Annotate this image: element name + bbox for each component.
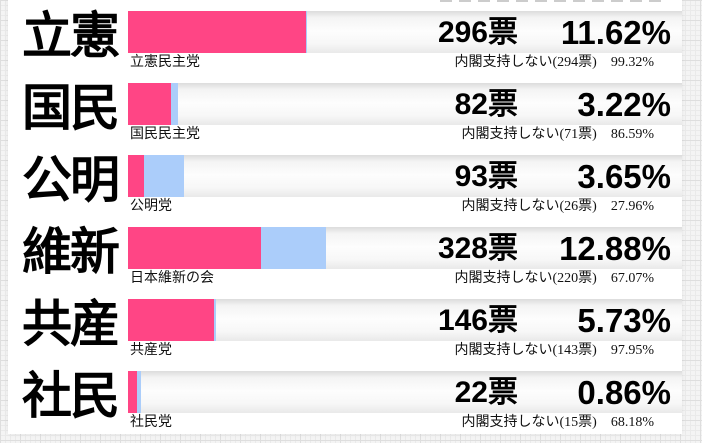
bar-area: 328票 12.88% 日本維新の会 内閣支持しない(220票) 67.07%: [128, 227, 682, 289]
share-percentage-label: 11.62%: [560, 14, 671, 51]
bar-segment-nonsupport: [128, 155, 144, 197]
party-row: 維新 328票 12.88% 日本維新の会 内閣支持しない(220票) 67.0…: [8, 227, 682, 299]
bar-segment-other: [143, 155, 185, 197]
bar-area: 93票 3.65% 公明党 内閣支持しない(26票) 27.96%: [128, 155, 682, 217]
party-full-name: 公明党: [130, 199, 172, 214]
votes-label: 93票: [454, 160, 518, 193]
share-percentage-label: 3.22%: [577, 86, 671, 123]
nonsupport-detail: 内閣支持しない(294票) 99.32%: [454, 55, 655, 70]
bar-segment-other: [305, 11, 307, 53]
votes-label: 296票: [437, 16, 518, 49]
party-full-name: 立憲民主党: [130, 55, 200, 70]
bar-segment-other: [260, 227, 327, 269]
bar-track: 296票 11.62%: [128, 11, 682, 53]
bar-segment-nonsupport: [128, 11, 306, 53]
share-percentage-label: 5.73%: [577, 302, 671, 339]
votes-label: 146票: [437, 304, 518, 337]
bar-segment-nonsupport: [128, 371, 138, 413]
bar-caption: 公明党 内閣支持しない(26票) 27.96%: [128, 197, 682, 217]
bar-area: 146票 5.73% 共産党 内閣支持しない(143票) 97.95%: [128, 299, 682, 361]
bar-caption: 共産党 内閣支持しない(143票) 97.95%: [128, 341, 682, 361]
bar-caption: 日本維新の会 内閣支持しない(220票) 67.07%: [128, 269, 682, 289]
poll-results-page: { "colors": { "nonsupport_bar": "#ff4585…: [0, 0, 702, 434]
bar-segment-nonsupport: [128, 299, 215, 341]
nonsupport-detail: 内閣支持しない(15票) 68.18%: [461, 415, 655, 430]
bar-segment-other: [214, 299, 217, 341]
party-row: 立憲 296票 11.62% 立憲民主党 内閣支持しない(294票) 99.32…: [8, 11, 682, 83]
party-row: 公明 93票 3.65% 公明党 内閣支持しない(26票) 27.96%: [8, 155, 682, 227]
party-row: 国民 82票 3.22% 国民民主党 内閣支持しない(71票) 86.59%: [8, 83, 682, 155]
bar-track: 82票 3.22%: [128, 83, 682, 125]
bar-caption: 立憲民主党 内閣支持しない(294票) 99.32%: [128, 53, 682, 73]
party-short-label: 公明: [22, 152, 120, 208]
party-full-name: 社民党: [130, 415, 172, 430]
bar-track: 93票 3.65%: [128, 155, 682, 197]
bar-track: 146票 5.73%: [128, 299, 682, 341]
chart-panel: 立憲 296票 11.62% 立憲民主党 内閣支持しない(294票) 99.32…: [8, 0, 682, 434]
bar-track: 22票 0.86%: [128, 371, 682, 413]
votes-label: 328票: [437, 232, 518, 265]
bar-caption: 社民党 内閣支持しない(15票) 68.18%: [128, 413, 682, 433]
nonsupport-detail: 内閣支持しない(220票) 67.07%: [454, 271, 655, 286]
bar-area: 82票 3.22% 国民民主党 内閣支持しない(71票) 86.59%: [128, 83, 682, 145]
share-percentage-label: 3.65%: [577, 158, 671, 195]
bar-segment-nonsupport: [128, 83, 171, 125]
party-full-name: 日本維新の会: [130, 271, 214, 286]
party-short-label: 共産: [22, 296, 120, 352]
bar-track: 328票 12.88%: [128, 227, 682, 269]
nonsupport-detail: 内閣支持しない(71票) 86.59%: [461, 127, 655, 142]
party-short-label: 社民: [22, 368, 120, 424]
share-percentage-label: 0.86%: [577, 374, 671, 411]
bar-segment-other: [170, 83, 178, 125]
share-percentage-label: 12.88%: [559, 230, 671, 267]
bar-area: 296票 11.62% 立憲民主党 内閣支持しない(294票) 99.32%: [128, 11, 682, 73]
party-row: 共産 146票 5.73% 共産党 内閣支持しない(143票) 97.95%: [8, 299, 682, 371]
bar-caption: 国民民主党 内閣支持しない(71票) 86.59%: [128, 125, 682, 145]
party-row: 社民 22票 0.86% 社民党 内閣支持しない(15票) 68.18%: [8, 371, 682, 443]
party-full-name: 国民民主党: [130, 127, 200, 142]
party-full-name: 共産党: [130, 343, 172, 358]
votes-label: 22票: [454, 376, 518, 409]
party-short-label: 国民: [22, 80, 120, 136]
bar-segment-other: [137, 371, 142, 413]
votes-label: 82票: [454, 88, 518, 121]
party-rows: 立憲 296票 11.62% 立憲民主党 内閣支持しない(294票) 99.32…: [8, 11, 682, 443]
nonsupport-detail: 内閣支持しない(26票) 27.96%: [461, 199, 655, 214]
bar-segment-nonsupport: [128, 227, 261, 269]
party-short-label: 維新: [22, 224, 120, 280]
party-short-label: 立憲: [22, 8, 120, 64]
clipped-text-remnant: [440, 0, 668, 2]
bar-area: 22票 0.86% 社民党 内閣支持しない(15票) 68.18%: [128, 371, 682, 433]
nonsupport-detail: 内閣支持しない(143票) 97.95%: [454, 343, 655, 358]
